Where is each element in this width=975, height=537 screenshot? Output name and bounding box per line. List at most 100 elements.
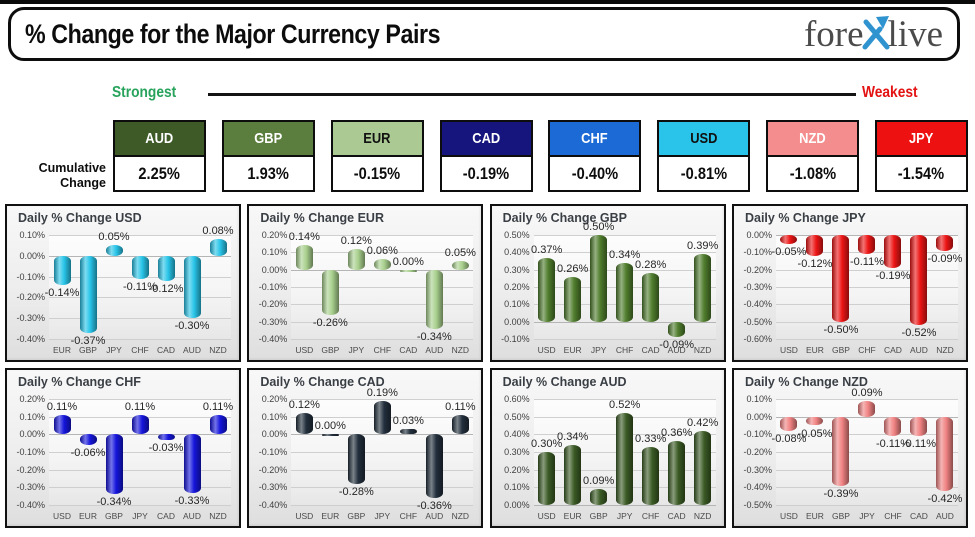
x-axis-label-eur: EUR [53,345,71,355]
bar-cad-gbp [347,434,365,484]
gridline [49,235,231,236]
y-axis-tick-label: 0.10% [261,247,288,258]
data-label-usd-eur: -0.14% [44,286,80,299]
bar-gbp-chf [616,262,634,322]
y-axis-tick-label: -0.20% [258,464,288,475]
data-label-eur-gbp: -0.26% [312,316,348,329]
cumulative-value-text: -1.08% [789,163,836,183]
currency-badge-gbp: GBP [221,120,315,157]
gridline [533,339,716,340]
data-label-eur-nzd: 0.05% [444,247,476,259]
x-axis-label-cad: CAD [641,345,660,355]
gridline [533,235,716,236]
bar-aud-cad [668,441,686,505]
chart-title-jpy: Daily % Change JPY [744,211,866,225]
bar-aud-eur [564,444,582,505]
chart-title-gbp: Daily % Change GBP [502,211,627,225]
x-axis-label-jpy: JPY [616,511,633,521]
bar-cad-chf [399,429,417,435]
x-axis-label-aud: AUD [183,345,201,355]
y-axis-tick-label: -0.10% [743,429,772,440]
y-axis-tick-label: -0.10% [501,334,530,344]
data-label-chf-eur: -0.06% [70,446,106,459]
x-axis-label-usd: USD [780,511,798,521]
x-axis-label-eur: EUR [563,511,582,521]
x-axis-label-aud: AUD [910,345,928,355]
data-label-aud-usd: 0.30% [531,438,563,450]
cumulative-value-cad: -0.19% [439,157,533,192]
y-axis-tick-label: -0.40% [258,500,288,510]
cumulative-value-eur: -0.15% [330,157,424,192]
chart-title-eur: Daily % Change EUR [260,211,384,225]
data-label-jpy-eur: -0.12% [797,257,833,270]
y-axis-tick-label: -0.30% [258,482,288,493]
data-label-nzd-cad: -0.11% [901,438,936,451]
currency-badge-eur: EUR [330,120,424,157]
y-axis-tick-label: -0.10% [16,271,45,282]
gridline [775,452,958,453]
x-axis-label-aud: AUD [425,345,444,355]
gridline [49,399,231,400]
bar-jpy-eur [806,235,824,256]
x-axis-label-cad: CAD [884,345,902,355]
gridline [533,321,716,323]
x-axis-label-nzd: NZD [451,345,470,355]
y-axis-tick-label: 0.10% [504,299,530,310]
data-label-usd-cad: -0.12% [148,282,184,295]
bar-cad-nzd [451,414,469,435]
y-axis-tick-label: -0.30% [743,464,772,475]
chart-eur: Daily % Change EUR 0.20% 0.10% 0.00% -0.10% -… [247,204,484,362]
currency-column-chf: CHF -0.40% [548,120,642,194]
bar-jpy-cad [884,235,902,268]
y-axis-tick-label: -0.40% [16,500,45,510]
data-label-gbp-aud: -0.09% [659,339,695,352]
data-label-eur-cad: 0.00% [392,255,424,268]
chart-chf: Daily % Change CHF 0.20% 0.10% 0.00% -0.10% -… [5,368,241,528]
data-label-jpy-gbp: -0.50% [823,323,859,336]
gridline [291,505,474,506]
x-axis-label-chf: CHF [884,511,902,521]
x-axis-label-chf: CHF [615,345,634,355]
y-axis-tick-label: 0.20% [504,464,530,475]
bar-usd-nzd [209,239,227,256]
currency-badge-jpy: JPY [874,120,968,157]
y-axis-tick-label: -0.30% [16,482,45,493]
y-axis-tick-label: -0.30% [258,316,288,327]
y-axis-tick-label: 0.10% [19,230,45,240]
data-label-nzd-eur: -0.05% [797,427,833,440]
cumulative-value-text: -0.40% [571,163,619,183]
gridline [775,469,958,471]
x-axis-label-nzd: NZD [209,511,227,521]
y-axis-tick-label: -0.10% [743,247,772,258]
data-label-eur-chf: 0.06% [366,245,398,258]
x-axis-label-usd: USD [537,345,556,355]
gridline [775,339,958,340]
chart-title-nzd: Daily % Change NZD [744,375,868,389]
gridline [775,269,958,271]
chart-title-aud: Daily % Change AUD [502,375,627,389]
y-axis-tick-label: 0.10% [19,411,45,422]
page-title: % Change for the Major Currency Pairs [25,18,441,49]
data-label-usd-aud: -0.30% [174,320,210,333]
bar-nzd-chf [884,416,902,437]
gridline [49,434,231,436]
gridline [49,452,231,453]
y-axis-tick-label: 0.40% [504,429,530,440]
bar-chf-aud [183,434,201,493]
x-axis-label-chf: CHF [641,511,660,521]
bar-eur-aud [425,269,443,329]
cumulative-value-text: -0.19% [462,163,510,183]
gridline [49,318,231,320]
x-axis-label-jpy: JPY [106,345,122,355]
bar-nzd-jpy [858,400,876,417]
y-axis-tick-label: -0.30% [743,282,772,292]
x-axis-label-chf: CHF [131,345,149,355]
currency-badge-nzd: NZD [766,120,860,157]
currency-code: USD [690,130,718,147]
y-axis-tick-label: -0.10% [258,447,288,457]
y-axis-tick-label: 0.60% [504,394,530,404]
x-axis-label-usd: USD [53,511,71,521]
bar-gbp-aud [668,321,686,338]
chart-cad: Daily % Change CAD 0.20% 0.10% 0.00% -0.10% -… [247,368,484,528]
data-label-nzd-aud: -0.42% [927,492,963,505]
